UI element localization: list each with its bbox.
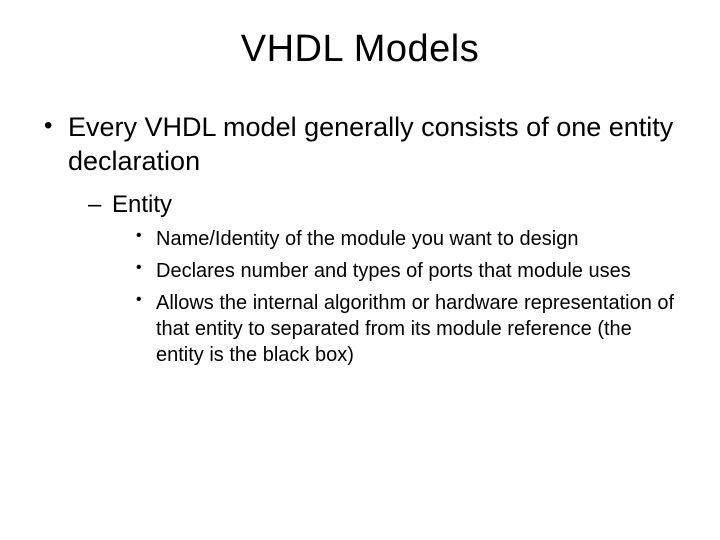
- bullet-list-level2: Entity Name/Identity of the module you w…: [68, 189, 680, 368]
- bullet-text: Declares number and types of ports that …: [156, 260, 631, 282]
- slide: VHDL Models Every VHDL model generally c…: [0, 0, 720, 540]
- bullet-list-level3: Name/Identity of the module you want to …: [112, 226, 680, 368]
- bullet-text: Allows the internal algorithm or hardwar…: [156, 292, 674, 366]
- list-item: Allows the internal algorithm or hardwar…: [136, 290, 680, 368]
- slide-title: VHDL Models: [40, 28, 680, 71]
- list-item: Name/Identity of the module you want to …: [136, 226, 680, 252]
- bullet-text: Entity: [112, 191, 172, 218]
- list-item: Entity Name/Identity of the module you w…: [88, 189, 680, 368]
- list-item: Every VHDL model generally consists of o…: [40, 111, 680, 368]
- bullet-text: Name/Identity of the module you want to …: [156, 228, 578, 250]
- list-item: Declares number and types of ports that …: [136, 258, 680, 284]
- bullet-list-level1: Every VHDL model generally consists of o…: [40, 111, 680, 368]
- bullet-text: Every VHDL model generally consists of o…: [68, 112, 673, 176]
